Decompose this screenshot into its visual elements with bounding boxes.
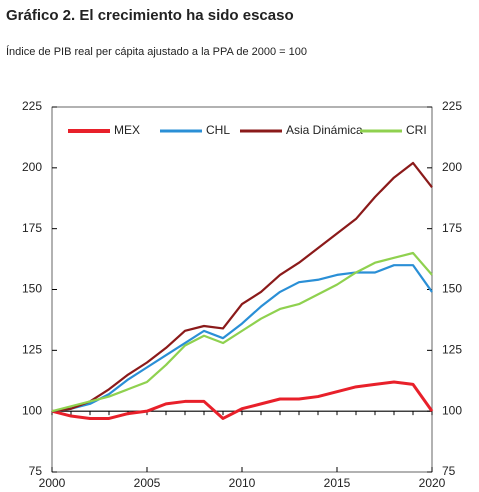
y-tick-label: 175 (22, 221, 42, 235)
y-tick-label: 75 (29, 464, 43, 478)
x-tick-label: 2000 (39, 476, 66, 490)
x-tick-label: 2015 (324, 476, 351, 490)
y2-tick-label: 200 (442, 160, 462, 174)
y2-tick-label: 175 (442, 221, 462, 235)
legend-label: MEX (114, 123, 140, 137)
y-tick-label: 225 (22, 99, 42, 113)
y2-tick-label: 75 (442, 464, 456, 478)
y-tick-label: 150 (22, 282, 42, 296)
y2-tick-label: 100 (442, 403, 462, 417)
legend-label: CHL (206, 123, 230, 137)
series-line (51, 251, 433, 413)
y-tick-label: 125 (22, 343, 42, 357)
series-line (51, 161, 433, 413)
series-line (51, 264, 433, 413)
legend-label: Asia Dinámica (286, 123, 363, 137)
y2-tick-label: 225 (442, 99, 462, 113)
y2-tick-label: 150 (442, 282, 462, 296)
x-tick-label: 2020 (419, 476, 446, 490)
x-tick-label: 2010 (229, 476, 256, 490)
chart-subtitle: Índice de PIB real per cápita ajustado a… (6, 45, 307, 58)
x-tick-label: 2005 (134, 476, 161, 490)
y-tick-label: 100 (22, 403, 42, 417)
legend-label: CRI (406, 123, 427, 137)
y2-tick-label: 125 (442, 343, 462, 357)
y-tick-label: 200 (22, 160, 42, 174)
chart-title: Gráfico 2. El crecimiento ha sido escaso (6, 7, 294, 24)
series-line (51, 380, 434, 420)
